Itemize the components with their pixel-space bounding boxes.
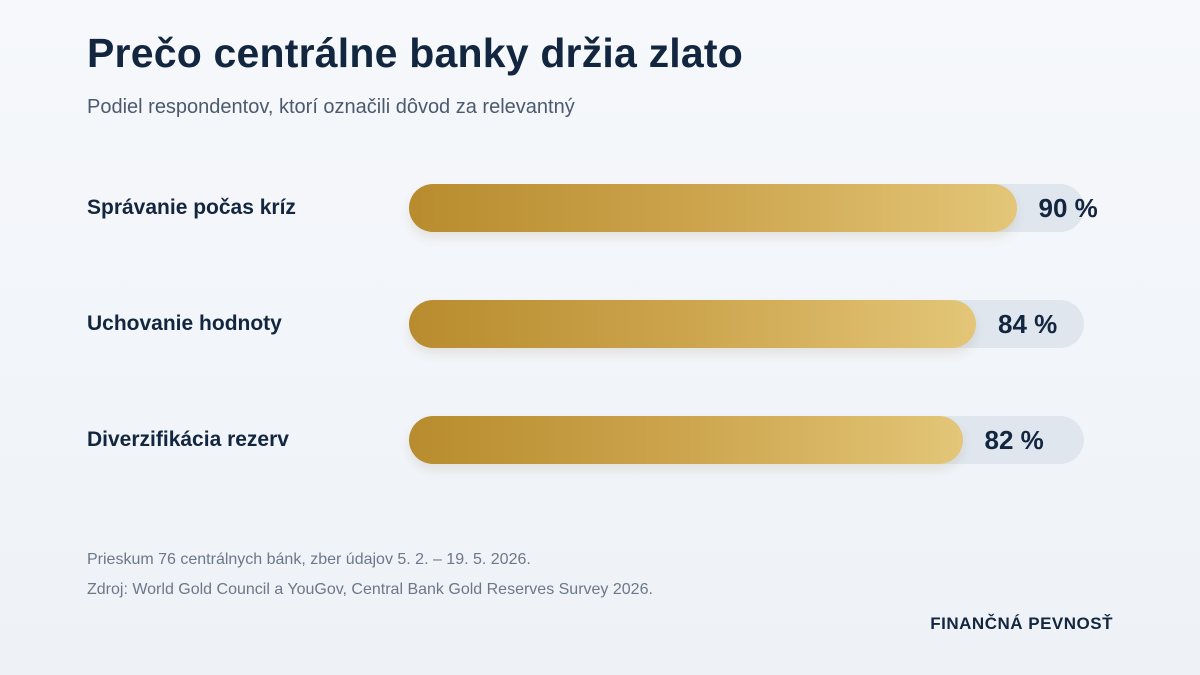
bar	[409, 184, 1017, 232]
bar-track	[409, 300, 1084, 348]
data-label: 90 %	[1038, 193, 1098, 223]
chart-title: Prečo centrálne banky držia zlato	[87, 30, 743, 76]
chart-subtitle: Podiel respondentov, ktorí označili dôvo…	[87, 96, 575, 118]
data-label: 84 %	[998, 309, 1058, 339]
bar-row-3: Diverzifikácia rezerv 82 %	[0, 416, 1200, 464]
bar-row-1: Správanie počas kríz 90 %	[0, 184, 1200, 232]
bar-track	[409, 184, 1084, 232]
survey-note: Prieskum 76 centrálnych bánk, zber údajo…	[87, 551, 531, 568]
source-note: Zdroj: World Gold Council a YouGov, Cent…	[87, 581, 653, 598]
data-label: 82 %	[984, 425, 1044, 455]
bar	[409, 416, 963, 464]
brand-logo-text: FINANČNÁ PEVNOSŤ	[930, 614, 1113, 633]
bar-label: Uchovanie hodnoty	[87, 312, 282, 335]
bar	[409, 300, 976, 348]
bar-label: Správanie počas kríz	[87, 196, 296, 219]
bar-track	[409, 416, 1084, 464]
bar-label: Diverzifikácia rezerv	[87, 428, 289, 451]
bar-row-2: Uchovanie hodnoty 84 %	[0, 300, 1200, 348]
